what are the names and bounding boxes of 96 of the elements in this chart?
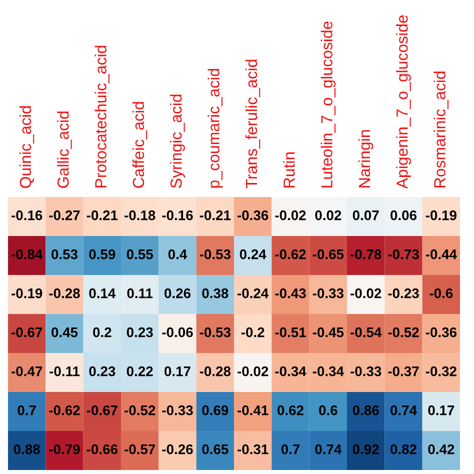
data-label: 0.42 (428, 444, 454, 454)
data-label: -0.31 (238, 444, 268, 454)
data-label: -0.78 (350, 249, 382, 260)
data-label: -0.16 (12, 210, 42, 220)
data-label: 0.26 (164, 288, 191, 298)
data-label: 0.62 (278, 405, 304, 416)
data-label: -0.57 (124, 444, 156, 454)
data-label: 0.23 (126, 327, 153, 338)
x-tick-label: Quinic_acid (19, 106, 34, 188)
data-label: -0.02 (350, 288, 382, 298)
data-label: 0.7 (18, 405, 36, 416)
data-label: -0.52 (388, 327, 419, 338)
data-label: 0.14 (89, 288, 116, 298)
data-label: -0.34 (312, 366, 344, 376)
data-label: 0.11 (127, 288, 153, 298)
x-tick-label: Rosmarinic_acid (434, 72, 448, 188)
x-tick-label: Rutin (283, 152, 295, 188)
data-label: -0.47 (12, 366, 42, 376)
data-label: -0.67 (86, 405, 118, 416)
data-label: -0.33 (312, 288, 344, 298)
data-label: 0.69 (202, 405, 228, 416)
data-label: 0.17 (164, 366, 190, 376)
data-label: -0.02 (275, 210, 306, 220)
data-label: -0.27 (49, 210, 80, 220)
data-label: -0.16 (162, 210, 193, 220)
data-label: -0.52 (124, 405, 156, 416)
data-label: -0.26 (162, 444, 193, 454)
data-label: -0.02 (238, 366, 268, 376)
data-label: -0.28 (200, 366, 231, 376)
data-label: -0.62 (275, 249, 306, 260)
data-label: 0.2 (93, 327, 112, 338)
x-tick-label: p_coumaric_acid (208, 68, 223, 188)
data-label: 0.74 (390, 405, 417, 416)
data-label: -0.21 (86, 210, 118, 220)
x-tick-label: Gallic_acid (57, 112, 72, 188)
x-tick-label: Naringin (358, 130, 374, 188)
data-label: 0.07 (352, 210, 379, 220)
data-label: -0.21 (200, 210, 231, 220)
data-label: -0.73 (388, 249, 419, 260)
data-label: -0.06 (162, 327, 193, 338)
x-tick-label: Syringic_acid (170, 94, 185, 188)
data-label: 0.06 (390, 210, 417, 220)
data-label: 0.82 (390, 444, 416, 454)
data-label: 0.4 (168, 249, 188, 260)
data-label: 0.86 (352, 405, 379, 416)
data-label: 0.74 (315, 444, 342, 454)
data-label: 0.59 (89, 249, 116, 260)
data-label: 0.24 (240, 249, 266, 260)
data-label: 0.38 (202, 288, 228, 298)
data-label: -0.24 (238, 288, 269, 298)
x-tick-label: Luteolin_7_o_glucoside (320, 22, 336, 188)
data-label: -0.32 (426, 366, 456, 376)
data-label: 0.02 (315, 210, 342, 220)
data-label: -0.18 (124, 210, 156, 220)
data-label: 0.17 (428, 405, 454, 416)
data-label: 0.55 (126, 249, 153, 260)
data-label: 0.92 (352, 444, 379, 454)
x-tick-label: Trans_ferulic_acid (245, 60, 260, 188)
data-label: -0.19 (12, 288, 42, 298)
data-label: -0.36 (426, 327, 456, 338)
data-label: -0.53 (200, 249, 230, 260)
data-label: -0.79 (49, 444, 80, 454)
data-label: -0.51 (275, 327, 306, 338)
data-label: 0.53 (52, 249, 78, 260)
data-label: 0.6 (319, 405, 338, 416)
data-label: -0.36 (238, 210, 268, 220)
data-label: -0.33 (350, 366, 382, 376)
data-label: -0.19 (426, 210, 456, 220)
x-tick-label: Caffeic_acid (132, 102, 148, 188)
data-label: 0.23 (89, 366, 116, 376)
data-label: -0.37 (388, 366, 419, 376)
data-label: -0.43 (275, 288, 306, 298)
data-label: 0.88 (14, 444, 40, 454)
x-tick-label: Apigenin_7_o_glucoside (396, 15, 411, 189)
data-label: -0.62 (49, 405, 80, 416)
data-label: 0.45 (52, 327, 78, 338)
data-label: -0.23 (388, 288, 419, 298)
data-label: 0.7 (281, 444, 300, 454)
data-label: -0.6 (430, 288, 453, 298)
data-label: -0.34 (275, 366, 306, 376)
data-label: -0.11 (50, 366, 80, 376)
data-label: 0.65 (202, 444, 228, 454)
data-label: -0.54 (350, 327, 382, 338)
data-label: -0.65 (312, 249, 344, 260)
data-label: 0.22 (126, 366, 153, 376)
data-label: -0.41 (238, 405, 268, 416)
data-label: -0.67 (12, 327, 42, 338)
data-label: -0.53 (200, 327, 230, 338)
data-label: -0.2 (241, 327, 264, 338)
data-label: -0.45 (312, 327, 344, 338)
data-label: -0.84 (12, 249, 43, 260)
data-label: -0.66 (86, 444, 118, 454)
data-label: -0.33 (162, 405, 193, 416)
data-label: -0.44 (426, 249, 457, 260)
data-label: -0.28 (49, 288, 80, 298)
x-tick-label: Protocatechuic_acid (94, 46, 110, 188)
